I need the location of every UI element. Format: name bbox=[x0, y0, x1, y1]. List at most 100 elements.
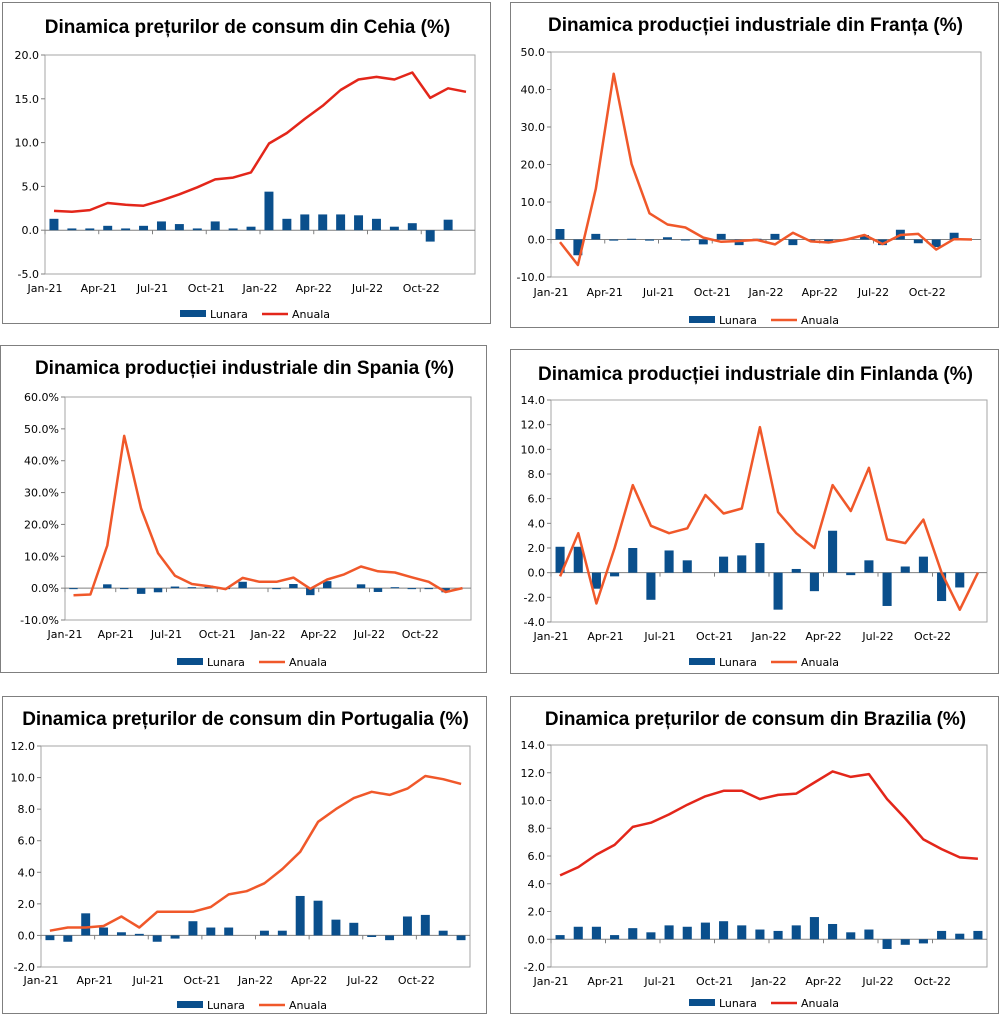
bar-mar-21 bbox=[103, 584, 112, 589]
x-tick-label: Jul-22 bbox=[353, 628, 385, 641]
legend-label-anuala: Anuala bbox=[801, 656, 839, 669]
bar-sep-22 bbox=[918, 939, 928, 944]
bar-aug-21 bbox=[682, 926, 692, 940]
y-tick-label: 0.0 bbox=[528, 933, 546, 946]
y-tick-label: 30.0 bbox=[521, 121, 546, 134]
bar-feb-21 bbox=[67, 228, 77, 231]
bar-apr-21 bbox=[610, 935, 620, 940]
bar-may-21 bbox=[116, 932, 126, 936]
bar-feb-21 bbox=[573, 926, 583, 940]
bar-jun-22 bbox=[860, 235, 870, 240]
legend-label-lunara: Lunara bbox=[210, 308, 248, 321]
bar-dec-21 bbox=[755, 543, 765, 573]
legend-swatch-lunara bbox=[180, 310, 206, 317]
bar-jul-22 bbox=[367, 935, 377, 938]
x-tick-label: Jan-21 bbox=[533, 975, 569, 988]
x-tick-label: Jul-22 bbox=[861, 975, 893, 988]
bar-aug-21 bbox=[170, 935, 180, 939]
bar-sep-21 bbox=[700, 922, 710, 940]
bar-oct-21 bbox=[719, 556, 729, 573]
bar-feb-22 bbox=[788, 239, 798, 246]
bar-jan-22 bbox=[770, 233, 780, 240]
y-tick-label: 10.0 bbox=[11, 772, 36, 785]
plot-area-cehia bbox=[44, 54, 476, 275]
bar-sep-21 bbox=[698, 239, 708, 245]
y-tick-label: 0.0 bbox=[22, 224, 40, 237]
bar-mar-22 bbox=[809, 917, 819, 940]
legend-label-anuala: Anuala bbox=[289, 656, 327, 669]
line-anuala-portugalia bbox=[49, 774, 462, 932]
bar-may-22 bbox=[331, 919, 341, 936]
x-tick-label: Jul-21 bbox=[132, 974, 164, 987]
legend-swatch-lunara bbox=[689, 316, 715, 323]
y-tick-label: 12.0 bbox=[521, 419, 546, 432]
x-tick-label: Oct-22 bbox=[402, 628, 439, 641]
bar-jul-21 bbox=[664, 550, 674, 573]
bar-apr-22 bbox=[828, 530, 838, 573]
chart-title-cehia: Dinamica prețurilor de consum din Cehia … bbox=[45, 17, 450, 38]
chart-panel-cehia: Dinamica prețurilor de consum din Cehia … bbox=[2, 2, 491, 324]
bar-may-21 bbox=[121, 228, 131, 231]
bar-nov-22 bbox=[443, 219, 453, 231]
x-tick-label: Jul-21 bbox=[136, 282, 168, 295]
bar-nov-21 bbox=[228, 228, 238, 231]
bar-jan-22 bbox=[264, 191, 274, 231]
legend-swatch-lunara bbox=[177, 658, 203, 665]
x-tick-label: Oct-21 bbox=[188, 282, 225, 295]
x-tick-label: Jan-22 bbox=[751, 975, 787, 988]
bar-feb-22 bbox=[282, 218, 292, 231]
bar-jun-21 bbox=[646, 572, 656, 600]
y-tick-label: 40.0% bbox=[24, 455, 59, 468]
bar-dec-22 bbox=[456, 935, 466, 941]
y-tick-label: -2.0 bbox=[524, 591, 545, 604]
x-tick-label: Oct-22 bbox=[914, 630, 951, 643]
bar-jul-22 bbox=[373, 588, 383, 592]
bar-nov-21 bbox=[737, 925, 747, 940]
chart-svg-spania: Dinamica producției industriale din Span… bbox=[20, 358, 472, 669]
x-tick-label: Apr-21 bbox=[587, 286, 623, 299]
x-tick-label: Oct-22 bbox=[403, 282, 440, 295]
y-tick-label: 10.0 bbox=[521, 196, 546, 209]
bar-jul-21 bbox=[170, 586, 180, 589]
y-tick-label: 4.0 bbox=[528, 878, 546, 891]
bar-mar-21 bbox=[85, 228, 95, 231]
bar-may-21 bbox=[628, 928, 638, 940]
bar-may-22 bbox=[336, 214, 346, 231]
bar-nov-21 bbox=[224, 927, 234, 936]
bar-may-22 bbox=[846, 932, 856, 940]
y-tick-label: 2.0 bbox=[18, 898, 36, 911]
y-tick-label: 0.0 bbox=[18, 929, 36, 942]
bar-mar-21 bbox=[591, 926, 601, 940]
bar-jul-21 bbox=[662, 237, 672, 240]
legend-label-anuala: Anuala bbox=[292, 308, 330, 321]
y-tick-label: 30.0% bbox=[24, 487, 59, 500]
x-tick-label: Apr-22 bbox=[805, 975, 841, 988]
bar-sep-22 bbox=[402, 916, 412, 936]
bar-aug-22 bbox=[900, 939, 910, 945]
y-tick-label: 50.0% bbox=[24, 423, 59, 436]
bar-apr-21 bbox=[119, 588, 129, 590]
bar-jun-22 bbox=[356, 584, 366, 589]
bar-feb-22 bbox=[791, 568, 801, 573]
y-tick-label: 20.0 bbox=[521, 159, 546, 172]
bar-mar-21 bbox=[81, 913, 91, 936]
x-tick-label: Jan-21 bbox=[47, 628, 83, 641]
x-tick-label: Oct-22 bbox=[914, 975, 951, 988]
x-tick-label: Jan-21 bbox=[27, 282, 63, 295]
legend-label-anuala: Anuala bbox=[801, 997, 839, 1010]
bar-apr-21 bbox=[99, 927, 109, 936]
bar-apr-21 bbox=[609, 239, 619, 241]
y-tick-label: 12.0 bbox=[11, 740, 36, 753]
x-tick-label: Apr-22 bbox=[291, 974, 327, 987]
bar-jan-21 bbox=[555, 935, 565, 940]
bar-may-21 bbox=[628, 548, 638, 573]
y-tick-label: -10.0% bbox=[20, 614, 59, 627]
x-tick-label: Oct-21 bbox=[696, 975, 733, 988]
y-tick-label: 50.0 bbox=[521, 46, 546, 59]
bar-aug-21 bbox=[680, 239, 690, 241]
line-anuala-spania bbox=[73, 434, 463, 597]
bar-aug-22 bbox=[385, 935, 395, 941]
y-tick-label: 10.0 bbox=[15, 137, 40, 150]
x-tick-label: Jan-22 bbox=[751, 630, 787, 643]
bar-jun-21 bbox=[153, 588, 163, 593]
